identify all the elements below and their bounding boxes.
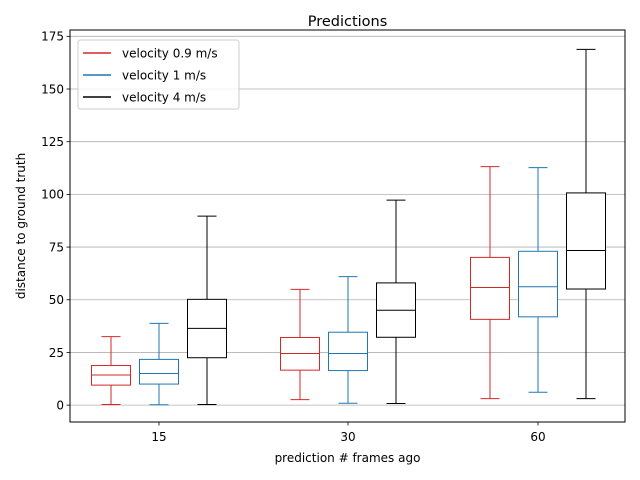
x-tick-label-30: 30 (340, 430, 355, 444)
box-body (566, 192, 606, 290)
box-60-series-1 (470, 166, 510, 400)
box-60-series-3 (566, 48, 606, 400)
x-axis-label: prediction # frames ago (275, 451, 421, 465)
box-15-series-1 (91, 336, 131, 406)
legend-entries: velocity 0.9 m/s velocity 1 m/s velocity 4… (83, 46, 218, 104)
y-tick-label-0: 0 (56, 398, 64, 412)
box-body (518, 250, 558, 318)
box-60-series-2 (518, 167, 558, 393)
box-body (470, 256, 510, 320)
box-30-series-2 (328, 276, 368, 404)
legend-label-2: velocity 1 m/s (122, 68, 206, 82)
plot-frame (69, 29, 626, 423)
legend-frame (77, 39, 240, 110)
y-axis-label: distance to ground truth (14, 153, 28, 299)
y-tick-label-125: 125 (41, 135, 64, 149)
box-30-series-3 (376, 199, 416, 404)
y-tick-label-25: 25 (49, 346, 64, 360)
box-30-series-1 (280, 288, 320, 401)
box-body (328, 331, 368, 372)
y-tick-label-100: 100 (41, 188, 64, 202)
box-15-series-3 (187, 215, 227, 406)
y-tick-label-75: 75 (49, 240, 64, 254)
box-body (139, 358, 179, 385)
x-tick-label-15: 15 (151, 430, 166, 444)
x-tick-label-60: 60 (530, 430, 545, 444)
y-tick-label-150: 150 (41, 82, 64, 96)
legend: velocity 0.9 m/s velocity 1 m/s velocity 4… (77, 39, 240, 110)
chart-title: Predictions (308, 14, 388, 30)
legend-label-3: velocity 4 m/s (122, 90, 206, 104)
legend-label-1: velocity 0.9 m/s (122, 46, 218, 60)
y-tick-label-50: 50 (49, 293, 64, 307)
box-series (91, 48, 606, 406)
y-tick-label-175: 175 (41, 30, 64, 44)
box-15-series-2 (139, 322, 179, 406)
axes: 0 25 50 75 100 125 150 175 15 30 60 (41, 30, 546, 444)
